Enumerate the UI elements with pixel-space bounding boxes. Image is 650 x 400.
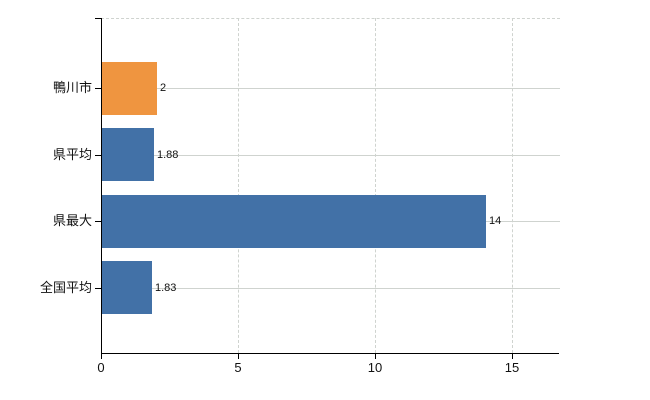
vertical-gridline	[512, 18, 513, 353]
bar-value-label: 1.88	[157, 149, 179, 161]
plot-top-border	[101, 18, 560, 19]
horizontal-gridline	[101, 88, 560, 89]
vertical-gridline	[238, 18, 239, 353]
x-axis-line	[101, 353, 559, 354]
x-tick-label: 5	[234, 360, 242, 375]
bar-4	[102, 261, 152, 314]
y-axis-tick	[95, 288, 101, 289]
x-tick-label: 10	[367, 360, 383, 375]
bar-value-label: 14	[489, 215, 502, 227]
vertical-gridline	[375, 18, 376, 353]
y-axis-tick	[95, 88, 101, 89]
bar-1	[102, 62, 157, 115]
category-label-1: 鴨川市	[52, 80, 92, 95]
x-axis-tick	[101, 353, 102, 359]
category-label-3: 県最大	[52, 213, 92, 228]
y-axis-end-tick	[95, 18, 101, 19]
bar-2	[102, 128, 154, 181]
category-label-4: 全国平均	[39, 280, 92, 295]
x-axis-tick	[238, 353, 239, 359]
x-tick-label: 0	[97, 360, 105, 375]
x-axis-tick	[512, 353, 513, 359]
horizontal-gridline	[101, 288, 560, 289]
y-axis-tick	[95, 221, 101, 222]
bar-value-label: 2	[160, 82, 167, 94]
x-axis-tick	[375, 353, 376, 359]
horizontal-gridline	[101, 155, 560, 156]
x-tick-label: 15	[504, 360, 520, 375]
y-axis-line	[101, 18, 102, 353]
bar-3	[102, 195, 486, 248]
y-axis-tick	[95, 155, 101, 156]
bar-value-label: 1.83	[155, 282, 177, 294]
category-label-2: 県平均	[52, 147, 92, 162]
